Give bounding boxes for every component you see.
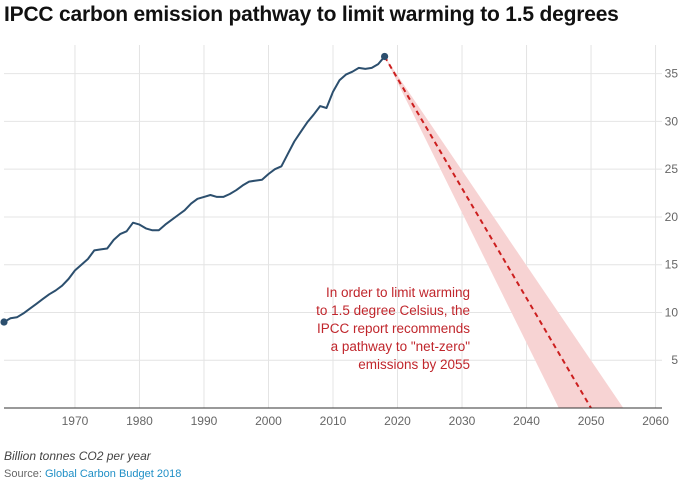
- x-tick-label-2000: 2000: [255, 414, 282, 428]
- annotation-line-4: emissions by 2055: [358, 357, 470, 372]
- series-layer: [0, 52, 592, 409]
- x-tick-label-2010: 2010: [320, 414, 347, 428]
- tick-labels: 1970 1980 1990 2000 2010 2020 2030 2040 2050 2060…: [62, 67, 679, 428]
- projection-band-layer: [384, 56, 624, 408]
- source-prefix: Source:: [4, 468, 45, 480]
- x-tick-label-1970: 1970: [62, 414, 89, 428]
- y-tick-label-35: 35: [665, 67, 679, 81]
- y-tick-label-25: 25: [665, 162, 679, 176]
- x-tick-label-1980: 1980: [126, 414, 153, 428]
- y-tick-label-15: 15: [665, 258, 679, 272]
- x-tick-label-2060: 2060: [642, 414, 669, 428]
- source-line: Source: Global Carbon Budget 2018: [4, 468, 181, 480]
- annotation: In order to limit warming to 1.5 degree C…: [316, 285, 470, 372]
- x-tick-label-2030: 2030: [449, 414, 476, 428]
- chart-title: IPCC carbon emission pathway to limit wa…: [4, 3, 619, 26]
- emissions-line: [3, 55, 386, 323]
- chart-plot: 1970 1980 1990 2000 2010 2020 2030 2040 2050 2060…: [0, 45, 679, 428]
- start-point: [0, 318, 8, 326]
- annotation-line-0: In order to limit warming: [326, 285, 470, 300]
- annotation-line-1: to 1.5 degree Celsius, the: [316, 303, 470, 318]
- x-tick-label-2020: 2020: [384, 414, 411, 428]
- x-tick-label-1990: 1990: [191, 414, 218, 428]
- annotation-line-3: a pathway to "net-zero": [331, 339, 471, 354]
- x-tick-label-2040: 2040: [513, 414, 540, 428]
- projection-line: [383, 55, 592, 409]
- y-tick-label-5: 5: [671, 353, 678, 367]
- source-link[interactable]: Global Carbon Budget 2018: [44, 468, 182, 480]
- y-tick-label-10: 10: [665, 305, 679, 319]
- unit-note: Billion tonnes CO2 per year: [4, 449, 151, 463]
- y-tick-label-30: 30: [665, 114, 679, 128]
- annotation-line-2: IPCC report recommends: [317, 321, 470, 336]
- end-point: [381, 52, 389, 61]
- projection-band: [384, 56, 624, 408]
- x-tick-label-2050: 2050: [578, 414, 605, 428]
- y-tick-label-20: 20: [665, 210, 679, 224]
